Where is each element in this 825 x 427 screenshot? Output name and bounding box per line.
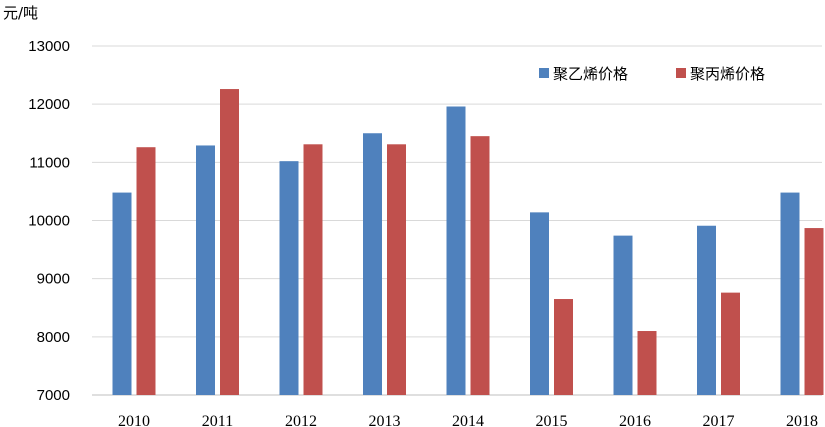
bar-pp-2012 bbox=[303, 144, 323, 395]
legend: 聚乙烯价格 聚丙烯价格 bbox=[539, 65, 765, 83]
x-tick-label: 2013 bbox=[369, 413, 401, 427]
bar-pp-2016 bbox=[637, 331, 657, 395]
bar-pp-2011 bbox=[220, 89, 239, 395]
legend-swatch bbox=[539, 68, 549, 78]
x-tick-label: 2018 bbox=[786, 413, 818, 427]
bar-pe-2016 bbox=[613, 235, 633, 395]
bar-pe-2013 bbox=[363, 133, 382, 395]
x-tick-labels: 2010 2011 2012 2013 2014 2015 2016 2017 2018 bbox=[118, 413, 818, 427]
bar-pe-2012 bbox=[279, 161, 299, 395]
y-tick-label: 13000 bbox=[28, 38, 70, 55]
legend-label: 聚丙烯价格 bbox=[690, 65, 765, 83]
bar-pp-2015 bbox=[554, 299, 573, 395]
y-tick-label: 11000 bbox=[29, 154, 70, 171]
y-axis-unit-label: 元/吨 bbox=[3, 4, 38, 22]
x-tick-label: 2017 bbox=[703, 413, 735, 427]
legend-label: 聚乙烯价格 bbox=[553, 65, 628, 83]
x-tick-label: 2015 bbox=[536, 413, 568, 427]
y-tick-label: 10000 bbox=[28, 213, 70, 230]
bar-pp-2018 bbox=[804, 228, 824, 395]
bar-pe-2018 bbox=[780, 192, 800, 395]
bars bbox=[112, 89, 824, 396]
bar-pp-2013 bbox=[387, 144, 406, 395]
y-tick-label: 12000 bbox=[28, 96, 70, 113]
y-tick-label: 9000 bbox=[37, 271, 70, 288]
x-tick-label: 2010 bbox=[118, 413, 150, 427]
y-tick-label: 7000 bbox=[37, 387, 70, 404]
bar-pe-2011 bbox=[196, 145, 215, 395]
bar-pp-2017 bbox=[721, 292, 740, 395]
bar-pp-2010 bbox=[136, 147, 156, 395]
x-tick-label: 2012 bbox=[285, 413, 317, 427]
x-tick-label: 2016 bbox=[619, 413, 651, 427]
bar-pp-2014 bbox=[470, 136, 490, 396]
x-tick-label: 2011 bbox=[202, 413, 233, 427]
y-tick-labels: 7000 8000 9000 10000 11000 12000 13000 bbox=[28, 38, 70, 404]
bar-pe-2014 bbox=[446, 106, 466, 395]
bar-pe-2015 bbox=[530, 212, 549, 395]
legend-swatch bbox=[676, 68, 686, 78]
x-tick-label: 2014 bbox=[452, 413, 484, 427]
bar-pe-2017 bbox=[697, 225, 716, 395]
bar-pe-2010 bbox=[112, 192, 132, 395]
y-tick-label: 8000 bbox=[37, 329, 70, 346]
